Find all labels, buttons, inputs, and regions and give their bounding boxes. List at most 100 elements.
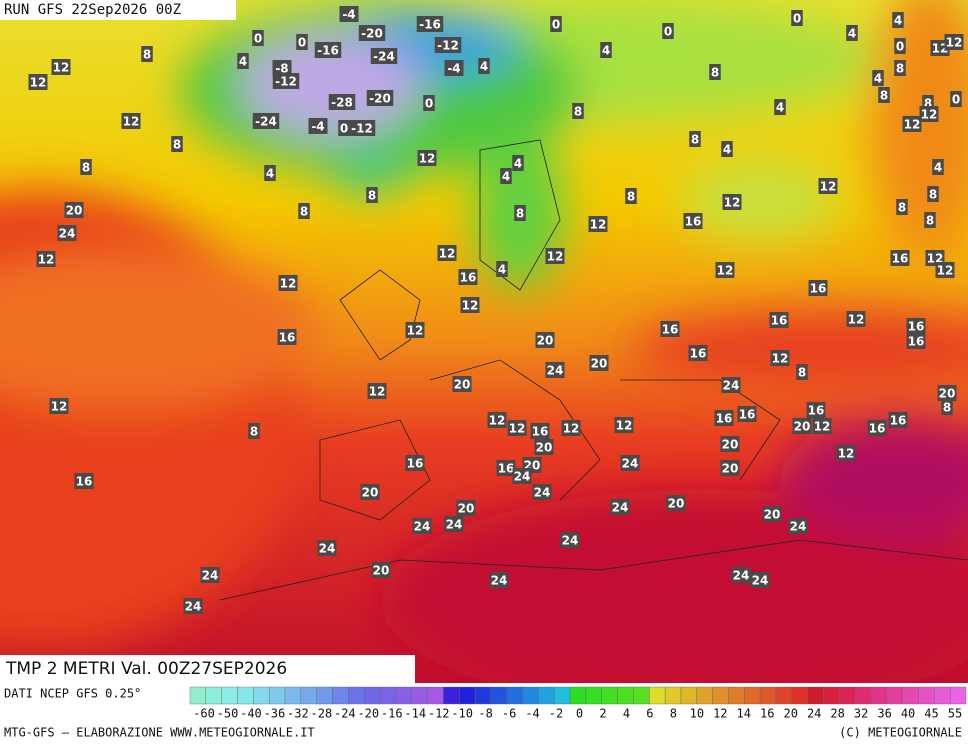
run-label: RUN GFS 22Sep2026 00Z	[4, 2, 181, 18]
legend-tick: 16	[760, 707, 774, 721]
label-box	[846, 311, 866, 327]
temp-label: 0	[254, 32, 262, 46]
legend-tick: 2	[599, 707, 606, 721]
legend-swatch	[221, 686, 238, 705]
legend-tick: -50	[217, 707, 239, 721]
temp-label: 8	[798, 366, 806, 380]
legend-swatch	[348, 686, 365, 705]
temp-label: 12	[53, 61, 70, 75]
label-box	[478, 58, 490, 74]
temp-label: 20	[722, 462, 739, 476]
legend-swatch	[712, 686, 729, 705]
label-box	[888, 412, 908, 428]
label-box	[927, 186, 939, 202]
label-box	[437, 245, 457, 261]
temp-label: 16	[890, 414, 907, 428]
temp-label: 4	[848, 27, 856, 41]
label-box	[512, 468, 532, 484]
temp-label: 16	[808, 404, 825, 418]
legend-tick: -32	[287, 707, 309, 721]
legend-swatch	[949, 686, 967, 705]
temp-label: -4	[447, 62, 460, 76]
label-box	[412, 518, 432, 534]
temp-label: 24	[562, 534, 579, 548]
temp-label: 16	[532, 425, 549, 439]
legend-swatch	[300, 686, 317, 705]
temp-label: 24	[547, 364, 564, 378]
label-box	[610, 499, 630, 515]
label-box	[774, 99, 786, 115]
legend-tick: -4	[525, 707, 539, 721]
label-box	[405, 455, 425, 471]
legend-swatch	[759, 686, 777, 705]
legend-tick: 55	[948, 707, 962, 721]
label-box	[688, 345, 708, 361]
label-box	[264, 165, 276, 181]
legend-tick: -28	[311, 707, 333, 721]
label-box	[458, 269, 478, 285]
legend-tick: -60	[193, 707, 215, 721]
label-box	[371, 562, 391, 578]
temp-label: 0	[896, 40, 904, 54]
temp-label: 12	[489, 414, 506, 428]
label-box	[183, 598, 203, 614]
label-box	[924, 212, 936, 228]
label-box	[348, 120, 376, 136]
temp-label: 20	[454, 378, 471, 392]
label-box	[806, 402, 826, 418]
temp-label: 16	[690, 347, 707, 361]
temp-label: 8	[250, 425, 258, 439]
label-box	[721, 377, 741, 393]
legend-swatch	[585, 686, 602, 705]
legend-tick: 0	[576, 707, 583, 721]
temp-label: 24	[491, 574, 508, 588]
legend-swatch	[902, 686, 919, 705]
label-box	[314, 42, 342, 58]
legend-tick: -40	[240, 707, 262, 721]
legend-tick: 8	[670, 707, 677, 721]
temp-label: 12	[407, 324, 424, 338]
legend-swatch	[205, 686, 222, 705]
temp-label: 16	[279, 331, 296, 345]
temp-label: 12	[921, 108, 938, 122]
legend-swatch	[839, 686, 856, 705]
legend-swatch	[332, 686, 349, 705]
label-box	[935, 262, 955, 278]
temp-label: 12	[937, 264, 954, 278]
temp-label: 0	[425, 97, 433, 111]
temp-label: 8	[173, 138, 181, 152]
label-box	[328, 94, 356, 110]
label-box	[338, 120, 350, 136]
legend-swatch	[364, 686, 381, 705]
label-box	[405, 322, 425, 338]
temp-label: 20	[66, 204, 83, 218]
temp-label: 8	[929, 188, 937, 202]
temp-label: 12	[904, 118, 921, 132]
legend-tick: -6	[502, 707, 516, 721]
temp-label: 8	[82, 161, 90, 175]
footer-right: (C) METEOGIORNALE	[839, 726, 962, 740]
legend-swatch	[633, 686, 650, 705]
label-box	[360, 484, 380, 500]
label-box	[878, 87, 890, 103]
label-box	[272, 73, 300, 89]
label-box	[74, 473, 94, 489]
temp-label: 8	[943, 401, 951, 415]
title-box	[0, 655, 415, 683]
label-box	[500, 168, 512, 184]
label-box	[941, 399, 953, 415]
legend-swatch	[617, 686, 634, 705]
label-box	[720, 436, 740, 452]
temp-label: 20	[536, 441, 553, 455]
legend-tick: -8	[478, 707, 492, 721]
label-box	[721, 141, 733, 157]
label-box	[812, 418, 832, 434]
label-box	[867, 420, 887, 436]
label-box	[248, 423, 260, 439]
label-box	[750, 572, 770, 588]
label-box	[28, 74, 48, 90]
label-box	[919, 106, 939, 122]
label-box	[932, 159, 944, 175]
legend-tick: -14	[404, 707, 426, 721]
label-box	[769, 312, 789, 328]
